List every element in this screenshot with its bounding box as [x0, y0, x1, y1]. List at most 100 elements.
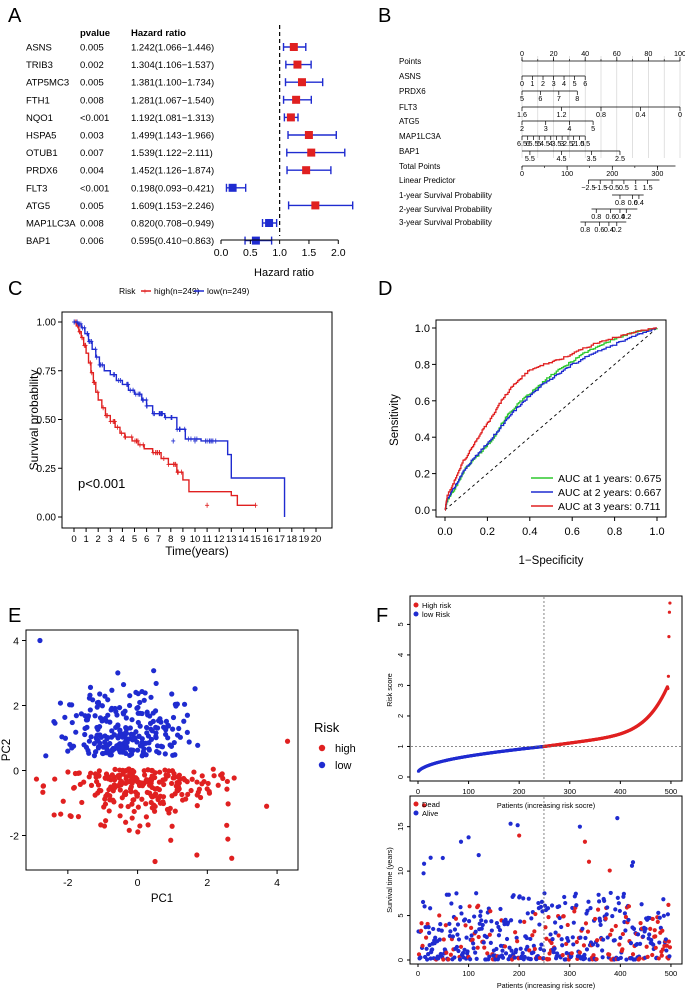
pca-y-axis-title: PC2: [1, 739, 13, 761]
surv-point-dead: [630, 952, 636, 957]
km-censor-mark: [89, 370, 94, 376]
surv-point-dead: [546, 957, 552, 962]
pca-point-low: [173, 703, 179, 709]
pca-point-low: [109, 687, 115, 693]
nomogram-tick-label: 4: [562, 79, 566, 88]
pca-point-low: [170, 752, 176, 758]
roc-x-tick-label: 0.2: [480, 526, 495, 538]
km-censor-mark: [88, 360, 93, 366]
surv-point-alive: [582, 956, 588, 961]
pca-point-low: [143, 724, 150, 731]
surv-point-alive: [586, 899, 591, 904]
nomogram-tick-label: 1.5: [643, 183, 653, 192]
km-x-tick-label: 12: [214, 534, 225, 545]
pca-x-tick-label: 4: [274, 877, 280, 889]
surv-point-dead: [418, 928, 424, 933]
surv-point-alive: [421, 871, 426, 876]
surv-point-dead: [623, 914, 629, 920]
pca-point-low: [140, 749, 146, 755]
forest-pvalue: 0.006: [80, 236, 104, 247]
surv-point-alive: [479, 918, 484, 923]
surv-point-alive: [488, 940, 493, 945]
surv-x-axis-title: Patients (increasing risk socre): [497, 981, 595, 990]
km-censor-mark: [193, 438, 197, 444]
km-censor-mark: [98, 362, 103, 368]
roc-x-tick-label: 0.4: [522, 526, 537, 538]
pca-point-high: [191, 769, 197, 775]
surv-point-alive: [667, 954, 672, 959]
pca-point-high: [110, 788, 116, 794]
pca-point-high: [65, 769, 71, 775]
km-x-axis-title: Time(years): [165, 544, 229, 558]
forest-x-axis-title: Hazard ratio: [254, 267, 314, 279]
roc-curve-1yr: [444, 328, 658, 511]
surv-y-tick-label: 5: [396, 913, 405, 917]
pca-point-high: [180, 797, 186, 803]
km-censor-mark: [115, 424, 120, 430]
pca-y-tick-label: 2: [13, 701, 19, 713]
nomogram-tick-label: 0.8: [615, 198, 625, 207]
nomogram-tick-label: 3: [552, 79, 556, 88]
pca-point-low: [73, 729, 79, 735]
forest-hr-point: [228, 183, 237, 192]
pca-point-low: [135, 719, 141, 726]
km-censor-mark: [119, 430, 124, 436]
surv-point-dead: [547, 951, 552, 956]
km-censor-mark: [144, 403, 149, 409]
nomogram-tick-label: −1.5: [593, 183, 607, 192]
nomogram-tick-label: 0.2: [612, 225, 622, 234]
pca-point-low: [127, 725, 133, 731]
nomogram-tick-label: 2.5: [615, 154, 625, 163]
km-censor-mark: [163, 415, 168, 421]
surv-point-dead: [666, 939, 672, 944]
forest-hr-point: [265, 219, 274, 227]
pca-point-high: [71, 785, 77, 791]
forest-hr-text: 0.595(0.410−0.863): [131, 236, 214, 247]
surv-point-alive: [582, 952, 587, 957]
surv-point-alive: [428, 956, 433, 961]
pca-point-high: [102, 775, 108, 781]
nomogram-tick-label: 5: [520, 94, 524, 103]
km-censor-mark: [209, 438, 214, 444]
surv-point-alive: [437, 937, 442, 942]
km-censor-mark: [95, 389, 100, 395]
forest-x-tick-label: 0.5: [243, 247, 258, 259]
surv-point-dead: [603, 916, 608, 921]
pca-point-low: [148, 694, 154, 700]
pca-point-high: [135, 804, 141, 810]
surv-point-alive: [539, 942, 544, 947]
surv-point-outlier: [428, 855, 433, 860]
km-censor-mark: [112, 418, 117, 424]
pca-point-high: [144, 777, 150, 783]
surv-point-alive: [478, 909, 483, 914]
surv-point-alive: [541, 956, 546, 961]
km-x-tick-label: 11: [202, 534, 212, 545]
surv-point-dead: [441, 937, 446, 942]
pca-point-high: [96, 787, 103, 793]
forest-hr-point: [302, 166, 311, 175]
km-censor-mark: [213, 438, 218, 444]
roc-y-tick-label: 0.6: [415, 396, 430, 408]
surv-point-alive: [617, 908, 622, 914]
surv-point-alive: [643, 926, 648, 931]
nomogram-tick-label: 80: [644, 49, 652, 58]
forest-gene-label: ASNS: [26, 43, 52, 54]
surv-point-alive: [563, 957, 568, 962]
km-censor-mark: [166, 461, 171, 467]
pca-point-low: [176, 725, 182, 732]
risk-point-high: [666, 686, 670, 691]
surv-point-outlier: [517, 833, 522, 838]
forest-hr-text: 1.381(1.100−1.734): [131, 78, 214, 89]
nomogram-tick-label: 0.5: [619, 183, 629, 192]
nomogram-tick-label: 100: [674, 49, 685, 58]
pca-point-low: [87, 684, 94, 690]
pca-point-high: [112, 766, 118, 772]
km-legend-title: Risk: [119, 286, 136, 296]
nomogram-tick-label: 0: [520, 49, 524, 58]
surv-point-dead: [444, 950, 449, 955]
nomogram-tick-label: 0.8: [596, 110, 606, 119]
pca-point-low: [135, 710, 141, 716]
pca-point-high: [157, 769, 163, 775]
pca-point-low: [43, 753, 49, 759]
surv-point-dead: [543, 925, 548, 930]
